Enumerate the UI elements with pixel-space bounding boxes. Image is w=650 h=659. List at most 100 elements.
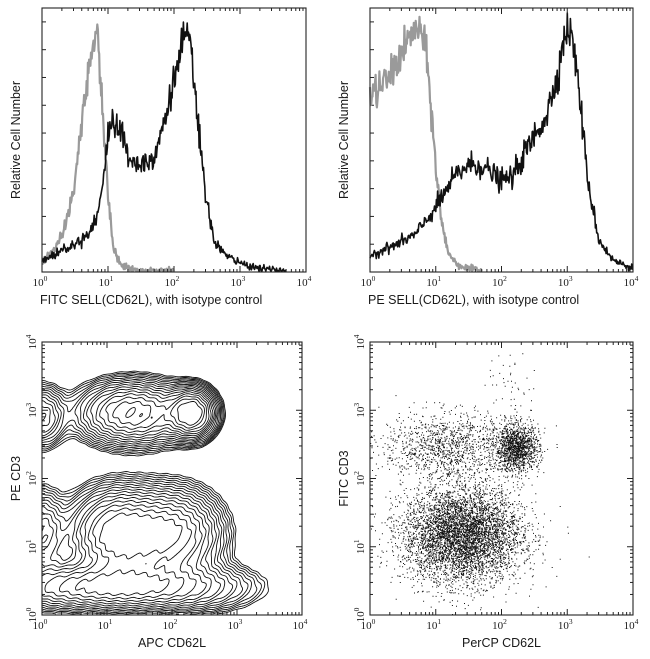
contour-level <box>42 380 243 615</box>
x-tick-exponent: 4 <box>308 274 312 283</box>
y-tick-base: 10 <box>355 338 367 350</box>
x-tick-exponent: 1 <box>437 617 441 626</box>
x-tick-base: 10 <box>624 277 636 289</box>
contour-level <box>44 395 207 603</box>
x-tick-exponent: 3 <box>242 274 246 283</box>
contour-level <box>42 383 234 612</box>
x-tick-exponent: 0 <box>44 274 48 283</box>
y-tick-base: 10 <box>355 543 367 555</box>
x-axis-label: FITC SELL(CD62L), with isotype control <box>40 293 262 307</box>
x-tick-base: 10 <box>231 277 243 289</box>
y-tick-base: 10 <box>355 474 367 486</box>
x-tick-label: 101 <box>426 617 441 632</box>
y-tick-label: 102 <box>24 471 39 486</box>
x-tick-base: 10 <box>165 277 177 289</box>
contour-level <box>42 376 252 615</box>
y-tick-base: 10 <box>355 611 367 623</box>
x-tick-exponent: 3 <box>239 617 243 626</box>
x-tick-exponent: 0 <box>44 617 48 626</box>
y-tick-label: 103 <box>24 403 39 418</box>
x-tick-base: 10 <box>228 620 240 632</box>
y-tick-label: 102 <box>352 471 367 486</box>
y-tick-label: 104 <box>352 334 367 349</box>
y-tick-label: 103 <box>352 403 367 418</box>
x-tick-base: 10 <box>33 277 45 289</box>
x-axis-label: PerCP CD62L <box>462 636 541 650</box>
x-tick-base: 10 <box>426 620 438 632</box>
y-tick-label: 101 <box>352 539 367 554</box>
x-axis-label: APC CD62L <box>138 636 206 650</box>
x-tick-label: 104 <box>624 617 639 632</box>
x-tick-exponent: 4 <box>635 274 639 283</box>
x-tick-base: 10 <box>98 620 110 632</box>
y-tick-label: 100 <box>24 607 39 622</box>
x-tick-label: 102 <box>165 274 180 289</box>
x-tick-label: 101 <box>98 617 113 632</box>
x-tick-base: 10 <box>297 277 309 289</box>
x-tick-base: 10 <box>361 277 373 289</box>
y-tick-label: 100 <box>352 607 367 622</box>
x-tick-label: 104 <box>297 274 312 289</box>
y-tick-base: 10 <box>27 338 39 350</box>
x-tick-exponent: 0 <box>372 617 376 626</box>
x-axis-label: PE SELL(CD62L), with isotype control <box>368 293 579 307</box>
contour-level <box>42 370 269 615</box>
cd62l-histogram <box>369 12 634 272</box>
x-tick-base: 10 <box>33 620 45 632</box>
x-tick-label: 101 <box>99 274 114 289</box>
x-tick-label: 100 <box>361 274 376 289</box>
y-tick-exponent: 0 <box>352 607 361 611</box>
plot-frame <box>369 341 634 616</box>
x-tick-exponent: 2 <box>503 617 507 626</box>
x-tick-base: 10 <box>163 620 175 632</box>
y-tick-base: 10 <box>27 406 39 418</box>
x-tick-label: 102 <box>492 617 507 632</box>
x-tick-base: 10 <box>558 277 570 289</box>
x-tick-label: 100 <box>33 274 48 289</box>
isotype-control-histogram <box>41 23 175 273</box>
y-tick-exponent: 0 <box>24 607 33 611</box>
contour-level <box>42 388 221 609</box>
contour-level <box>58 398 205 600</box>
x-tick-exponent: 0 <box>372 274 376 283</box>
contour-level <box>42 390 212 607</box>
x-tick-label: 102 <box>163 617 178 632</box>
x-tick-exponent: 2 <box>174 617 178 626</box>
contour-level <box>42 393 210 605</box>
x-tick-label: 103 <box>228 617 243 632</box>
x-tick-exponent: 1 <box>437 274 441 283</box>
x-tick-exponent: 3 <box>569 274 573 283</box>
x-tick-label: 100 <box>361 617 376 632</box>
isotype-control-histogram <box>368 15 483 273</box>
x-tick-base: 10 <box>558 620 570 632</box>
x-tick-base: 10 <box>293 620 305 632</box>
contour-level <box>74 401 203 596</box>
x-tick-exponent: 4 <box>635 617 639 626</box>
y-tick-exponent: 3 <box>24 403 33 407</box>
contour-level <box>42 372 266 615</box>
y-tick-base: 10 <box>355 406 367 418</box>
contour-level <box>42 382 238 614</box>
x-tick-base: 10 <box>426 277 438 289</box>
x-tick-exponent: 1 <box>109 617 113 626</box>
x-tick-label: 103 <box>558 617 573 632</box>
x-tick-base: 10 <box>492 277 504 289</box>
y-tick-exponent: 2 <box>24 471 33 475</box>
y-tick-base: 10 <box>27 474 39 486</box>
x-tick-label: 103 <box>558 274 573 289</box>
y-tick-exponent: 2 <box>352 471 361 475</box>
contour-level <box>42 385 226 610</box>
x-tick-label: 103 <box>231 274 246 289</box>
y-tick-label: 101 <box>24 539 39 554</box>
y-tick-exponent: 1 <box>24 539 33 543</box>
x-tick-exponent: 2 <box>176 274 180 283</box>
y-axis-label: Relative Cell Number <box>337 81 351 199</box>
x-tick-base: 10 <box>361 620 373 632</box>
plot-frame <box>369 7 634 273</box>
x-tick-label: 104 <box>293 617 308 632</box>
contour-level <box>42 375 258 615</box>
